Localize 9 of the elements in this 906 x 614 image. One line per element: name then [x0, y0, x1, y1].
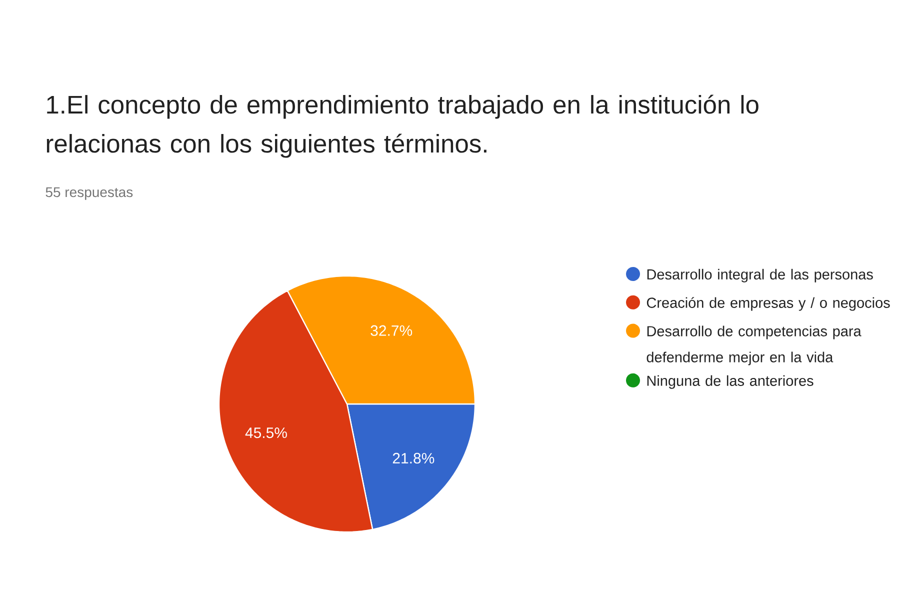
legend-label: Desarrollo de competencias para defenderme mejor en la vida [646, 326, 862, 366]
legend-label: Creación de empresas y / o negocios [646, 297, 890, 311]
legend-label: Desarrollo integral de las personas [647, 268, 873, 282]
data-label: 21.8% [392, 452, 434, 464]
chart-title: 1.El concepto de emprendimiento trabajado en la institución lo relacionas con los siguientes términos. [46, 94, 758, 158]
data-label: 45.5% [245, 428, 287, 438]
data-label: 32.7% [370, 325, 412, 336]
text: 55 respuestas [46, 187, 133, 200]
legend-label: Ninguna de las anteriores [647, 375, 814, 389]
